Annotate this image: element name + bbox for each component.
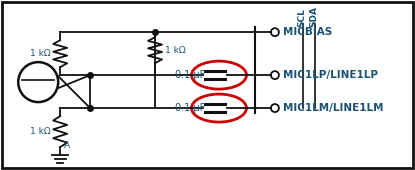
Text: 1 kΩ: 1 kΩ xyxy=(29,49,50,58)
Text: MIC1LP/LINE1LP: MIC1LP/LINE1LP xyxy=(283,70,378,80)
Text: 1 kΩ: 1 kΩ xyxy=(165,46,186,55)
Text: 1 kΩ: 1 kΩ xyxy=(29,127,50,136)
Text: 0.1 μF: 0.1 μF xyxy=(175,70,205,80)
Text: A: A xyxy=(64,141,70,150)
Text: SCL: SCL xyxy=(298,8,306,27)
Text: MIC1LM/LINE1LM: MIC1LM/LINE1LM xyxy=(283,103,383,113)
Text: 0.1 μF: 0.1 μF xyxy=(175,103,205,113)
Text: MICBIAS: MICBIAS xyxy=(283,27,332,37)
Text: SDA: SDA xyxy=(309,6,318,27)
